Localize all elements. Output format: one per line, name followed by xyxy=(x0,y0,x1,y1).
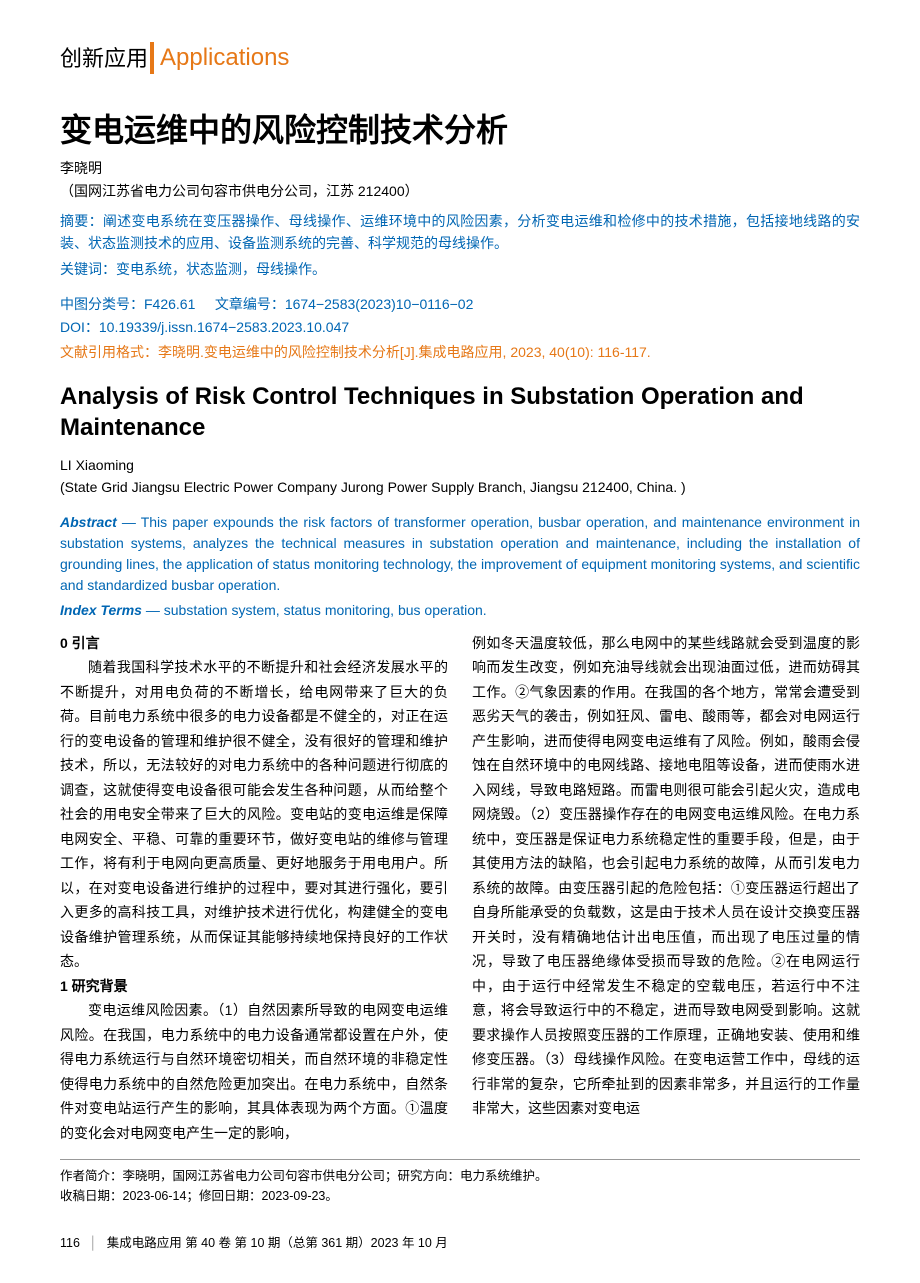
abstract-en-label: Abstract xyxy=(60,514,117,530)
author-info-line1: 作者简介：李晓明，国网江苏省电力公司句容市供电分公司；研究方向：电力系统维护。 xyxy=(60,1166,860,1186)
meta-clc-article: 中图分类号：F426.61 文章编号：1674−2583(2023)10−011… xyxy=(60,294,860,315)
section-divider xyxy=(150,42,154,74)
title-en: Analysis of Risk Control Techniques in S… xyxy=(60,381,860,443)
heading-0: 0 引言 xyxy=(60,635,100,651)
author-info: 作者简介：李晓明，国网江苏省电力公司句容市供电分公司；研究方向：电力系统维护。 … xyxy=(60,1159,860,1206)
para-1a: 变电运维风险因素。（1）自然因素所导致的电网变电运维风险。在我国，电力系统中的电… xyxy=(60,998,448,1145)
section-header-en: Applications xyxy=(160,40,289,76)
index-terms-label: Index Terms xyxy=(60,602,142,618)
index-terms: Index Terms — substation system, status … xyxy=(60,600,860,621)
para-0: 随着我国科学技术水平的不断提升和社会经济发展水平的不断提升，对用电负荷的不断增长… xyxy=(60,655,448,974)
heading-1: 1 研究背景 xyxy=(60,978,128,994)
citation: 文献引用格式：李晓明.变电运维中的风险控制技术分析[J].集成电路应用, 202… xyxy=(60,342,860,363)
section-header-cn: 创新应用 xyxy=(60,42,148,75)
index-terms-text: — substation system, status monitoring, … xyxy=(142,602,487,618)
abstract-cn: 摘要：阐述变电系统在变压器操作、母线操作、运维环境中的风险因素，分析变电运维和检… xyxy=(60,210,860,255)
keywords-cn: 关键词：变电系统，状态监测，母线操作。 xyxy=(60,259,860,280)
meta-clc: 中图分类号：F426.61 xyxy=(60,296,195,312)
footer-journal: 集成电路应用 第 40 卷 第 10 期（总第 361 期）2023 年 10 … xyxy=(107,1236,448,1250)
section-header: 创新应用 Applications xyxy=(60,40,860,76)
para-1b: 例如冬天温度较低，那么电网中的某些线路就会受到温度的影响而发生改变，例如充油导线… xyxy=(472,631,860,1121)
footer: 116 │ 集成电路应用 第 40 卷 第 10 期（总第 361 期）2023… xyxy=(60,1234,860,1253)
authors-en: LI Xiaoming xyxy=(60,455,860,476)
authors-cn: 李晓明 xyxy=(60,158,860,179)
body-text: 0 引言 随着我国科学技术水平的不断提升和社会经济发展水平的不断提升，对用电负荷… xyxy=(60,631,860,1146)
abstract-en: Abstract — This paper expounds the risk … xyxy=(60,512,860,596)
meta-doi: DOI：10.19339/j.issn.1674−2583.2023.10.04… xyxy=(60,317,860,338)
footer-page: 116 xyxy=(60,1236,80,1250)
affiliation-en: (State Grid Jiangsu Electric Power Compa… xyxy=(60,478,860,498)
affiliation-cn: （国网江苏省电力公司句容市供电分公司，江苏 212400） xyxy=(60,181,860,202)
abstract-en-text: — This paper expounds the risk factors o… xyxy=(60,514,860,593)
author-info-line2: 收稿日期：2023-06-14；修回日期：2023-09-23。 xyxy=(60,1186,860,1206)
meta-article-id: 文章编号：1674−2583(2023)10−0116−02 xyxy=(215,296,474,312)
title-cn: 变电运维中的风险控制技术分析 xyxy=(60,106,860,154)
footer-sep: │ xyxy=(89,1236,97,1250)
